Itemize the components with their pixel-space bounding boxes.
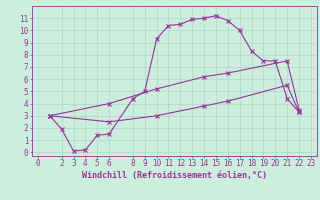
- X-axis label: Windchill (Refroidissement éolien,°C): Windchill (Refroidissement éolien,°C): [82, 171, 267, 180]
